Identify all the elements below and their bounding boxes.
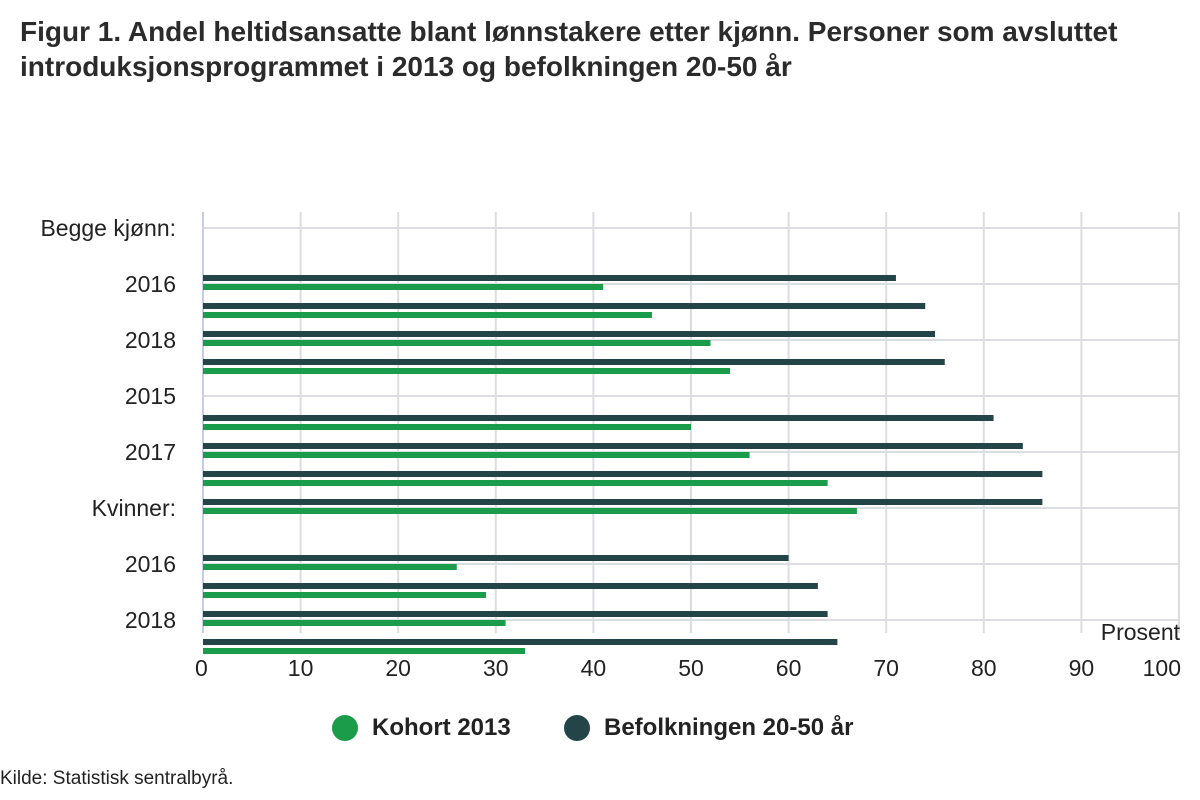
legend-swatch-befolkning bbox=[564, 715, 590, 741]
x-tick-label-0: 0 bbox=[195, 655, 208, 681]
bar-kohort-14 bbox=[203, 648, 526, 654]
y-tick-label: 2017 bbox=[125, 439, 176, 465]
legend-item-befolkning[interactable]: Befolkningen 20-50 år bbox=[564, 714, 853, 742]
y-tick-label: 2018 bbox=[125, 607, 176, 633]
y-tick-label: 2016 bbox=[125, 271, 176, 297]
bar-befolkning-8 bbox=[203, 471, 1043, 477]
bar-kohort-4 bbox=[203, 368, 731, 374]
source-note: Kilde: Statistisk sentralbyrå. bbox=[0, 768, 234, 789]
bar-kohort-7 bbox=[203, 452, 750, 458]
bar-kohort-11 bbox=[203, 564, 457, 570]
bar-befolkning-13 bbox=[203, 611, 828, 617]
y-tick-label: 2016 bbox=[125, 551, 176, 577]
bar-kohort-13 bbox=[203, 620, 506, 626]
x-tick-label-20: 20 bbox=[385, 655, 411, 681]
bar-kohort-9 bbox=[203, 508, 857, 514]
bar-befolkning-7 bbox=[203, 443, 1023, 449]
bar-befolkning-1 bbox=[203, 275, 896, 281]
x-tick-label-50: 50 bbox=[678, 655, 704, 681]
y-tick-label: 2015 bbox=[125, 383, 176, 409]
bar-befolkning-3 bbox=[203, 331, 935, 337]
legend-label-kohort: Kohort 2013 bbox=[372, 714, 511, 741]
x-tick-label-40: 40 bbox=[581, 655, 607, 681]
y-tick-label: Begge kjønn: bbox=[40, 215, 176, 241]
bar-befolkning-9 bbox=[203, 499, 1043, 505]
bar-chart: Begge kjønn: 2016 2018 2015 2017 Kvinner: 2016… bbox=[40, 212, 1181, 681]
chart-title: Figur 1. Andel heltidsansatte blant lønn… bbox=[20, 16, 1118, 82]
y-tick-label: Kvinner: bbox=[92, 495, 176, 521]
legend-item-kohort[interactable]: Kohort 2013 bbox=[332, 714, 511, 742]
bar-befolkning-11 bbox=[203, 555, 789, 561]
bar-kohort-2 bbox=[203, 312, 652, 318]
bar-kohort-8 bbox=[203, 480, 828, 486]
x-tick-label-80: 80 bbox=[971, 655, 997, 681]
legend-swatch-kohort bbox=[332, 715, 358, 741]
x-tick-label-70: 70 bbox=[873, 655, 899, 681]
bar-kohort-6 bbox=[203, 424, 691, 430]
legend-label-befolkning: Befolkningen 20-50 år bbox=[604, 714, 854, 741]
bar-befolkning-4 bbox=[203, 359, 945, 365]
bar-befolkning-14 bbox=[203, 639, 838, 645]
legend: Kohort 2013 Befolkningen 20-50 år bbox=[0, 714, 1200, 754]
bar-befolkning-2 bbox=[203, 303, 926, 309]
bar-kohort-12 bbox=[203, 592, 487, 598]
bar-befolkning-12 bbox=[203, 583, 818, 589]
x-tick-label-100: 100 bbox=[1143, 655, 1181, 681]
x-tick-label-90: 90 bbox=[1069, 655, 1095, 681]
y-tick-label: 2018 bbox=[125, 327, 176, 353]
bar-kohort-1 bbox=[203, 284, 604, 290]
x-tick-label-10: 10 bbox=[288, 655, 314, 681]
bar-befolkning-6 bbox=[203, 415, 994, 421]
x-tick-label-60: 60 bbox=[776, 655, 802, 681]
x-axis-label: Prosent bbox=[1101, 619, 1181, 645]
x-tick-label-30: 30 bbox=[483, 655, 509, 681]
bar-kohort-3 bbox=[203, 340, 711, 346]
